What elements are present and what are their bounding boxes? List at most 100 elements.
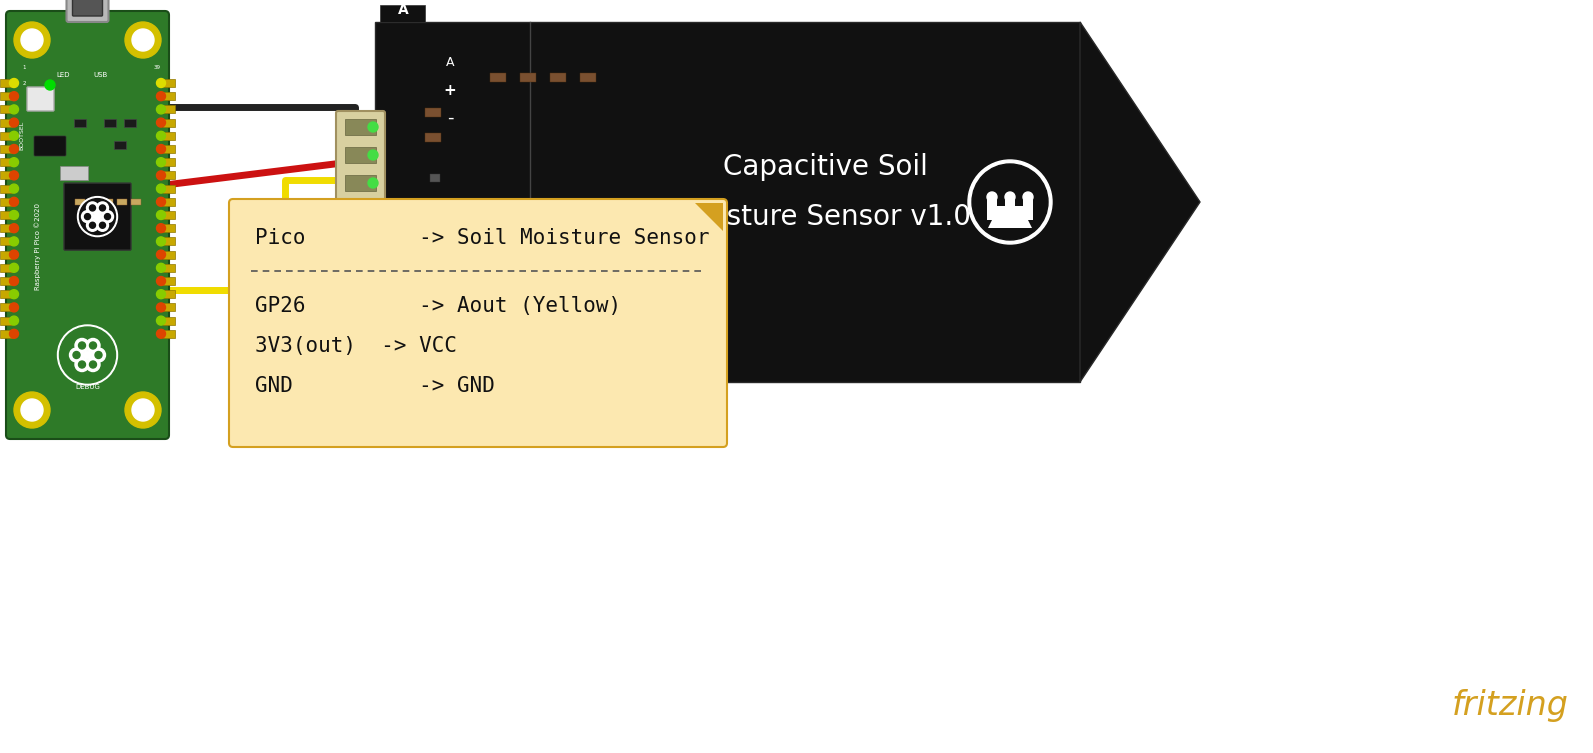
Text: Pico         -> Soil Moisture Sensor: Pico -> Soil Moisture Sensor	[255, 228, 709, 248]
Circle shape	[10, 276, 19, 285]
Bar	[550, 73, 566, 82]
Bar	[61, 166, 88, 180]
Bar	[124, 119, 135, 127]
Bar	[0, 145, 13, 153]
Circle shape	[10, 92, 19, 101]
Text: 3V3(out)  -> VCC: 3V3(out) -> VCC	[255, 336, 457, 356]
Bar	[346, 147, 376, 163]
Circle shape	[156, 171, 166, 180]
Bar	[0, 316, 13, 325]
Bar	[162, 145, 175, 153]
Bar	[381, 5, 425, 22]
Bar	[0, 172, 13, 179]
Bar	[0, 277, 13, 285]
Circle shape	[10, 78, 19, 87]
Circle shape	[10, 303, 19, 312]
Circle shape	[89, 342, 97, 349]
Text: GND          -> GND: GND -> GND	[255, 376, 495, 396]
Circle shape	[368, 150, 378, 160]
Circle shape	[156, 78, 166, 87]
Circle shape	[1005, 192, 1015, 202]
Bar	[162, 303, 175, 312]
Circle shape	[10, 237, 19, 246]
Circle shape	[988, 192, 997, 202]
Bar	[988, 200, 997, 220]
Circle shape	[97, 219, 108, 231]
Bar	[580, 73, 596, 82]
FancyBboxPatch shape	[27, 87, 54, 111]
Circle shape	[156, 92, 166, 101]
Bar	[162, 105, 175, 114]
Bar	[0, 132, 13, 140]
FancyBboxPatch shape	[33, 136, 65, 156]
Circle shape	[70, 348, 83, 362]
Circle shape	[156, 276, 166, 285]
FancyBboxPatch shape	[73, 0, 102, 16]
Bar	[421, 273, 436, 282]
Circle shape	[83, 351, 91, 359]
Bar	[430, 174, 440, 182]
Circle shape	[78, 342, 86, 349]
Bar	[0, 119, 13, 127]
Circle shape	[96, 352, 102, 358]
Circle shape	[10, 316, 19, 325]
Circle shape	[99, 205, 105, 211]
Text: Capacitive Soil: Capacitive Soil	[723, 153, 927, 181]
Bar	[162, 330, 175, 338]
Bar	[0, 264, 13, 272]
Circle shape	[59, 327, 116, 383]
Text: 39: 39	[153, 65, 161, 69]
Text: A: A	[446, 56, 454, 69]
Bar	[162, 264, 175, 272]
Text: USB: USB	[92, 72, 107, 78]
Polygon shape	[1080, 22, 1200, 382]
Circle shape	[10, 157, 19, 166]
Circle shape	[78, 361, 86, 368]
Bar	[162, 172, 175, 179]
Bar	[421, 248, 436, 257]
Text: DEBUG: DEBUG	[75, 384, 100, 390]
Bar	[162, 277, 175, 285]
Circle shape	[57, 325, 118, 385]
Circle shape	[156, 224, 166, 233]
Circle shape	[132, 399, 155, 421]
Circle shape	[21, 399, 43, 421]
Bar	[425, 108, 441, 117]
FancyBboxPatch shape	[229, 199, 726, 447]
Bar	[491, 73, 507, 82]
Circle shape	[156, 105, 166, 114]
Bar	[346, 119, 376, 135]
Bar	[0, 105, 13, 114]
Bar	[89, 199, 99, 205]
Bar	[116, 199, 127, 205]
Circle shape	[156, 157, 166, 166]
Bar	[540, 328, 556, 337]
Circle shape	[89, 205, 96, 211]
Circle shape	[86, 202, 99, 214]
Circle shape	[972, 164, 1048, 240]
Bar	[162, 211, 175, 219]
Circle shape	[10, 197, 19, 206]
Bar	[580, 328, 596, 337]
Bar	[989, 206, 1031, 220]
Circle shape	[156, 316, 166, 325]
Bar	[0, 224, 13, 232]
Circle shape	[89, 222, 96, 228]
Bar	[0, 237, 13, 245]
Circle shape	[156, 211, 166, 220]
Circle shape	[156, 237, 166, 246]
Circle shape	[21, 29, 43, 51]
Bar	[421, 223, 436, 232]
Polygon shape	[988, 220, 1032, 228]
Bar	[162, 224, 175, 232]
Circle shape	[10, 171, 19, 180]
Circle shape	[10, 105, 19, 114]
FancyBboxPatch shape	[336, 111, 386, 205]
Circle shape	[45, 80, 56, 90]
Bar	[381, 382, 425, 390]
Circle shape	[368, 178, 378, 188]
Bar	[162, 290, 175, 298]
Circle shape	[14, 392, 49, 428]
Circle shape	[10, 290, 19, 299]
Bar	[162, 79, 175, 87]
